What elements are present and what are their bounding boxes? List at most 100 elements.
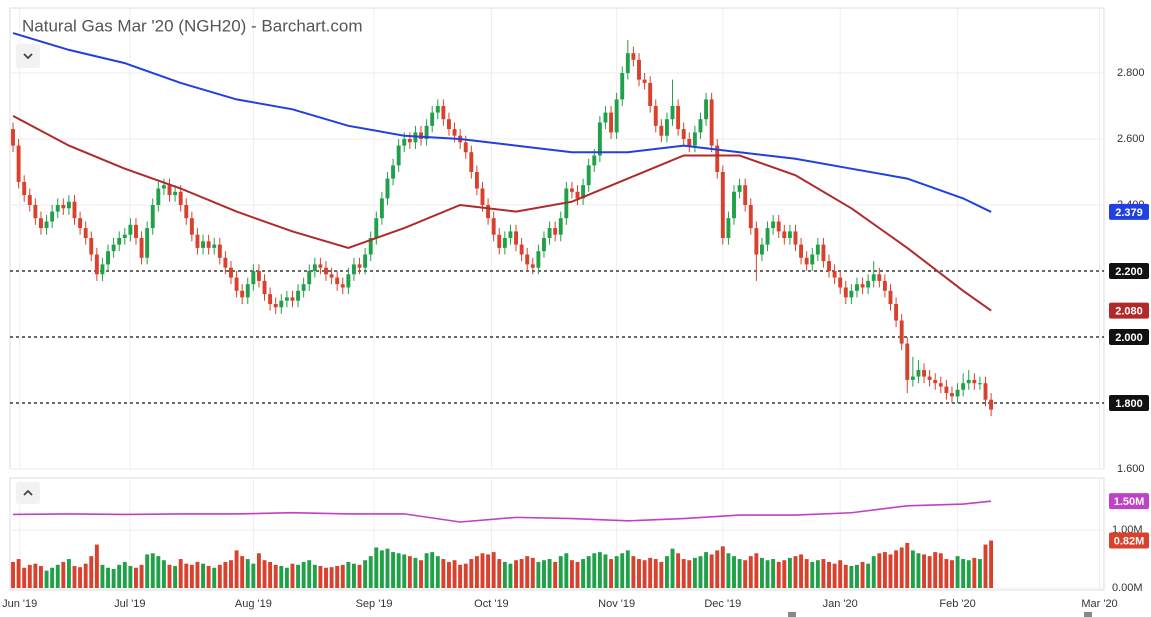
volume-bar <box>229 560 233 588</box>
candle <box>50 205 55 229</box>
candle <box>659 119 664 143</box>
badge-label: 2.200 <box>1115 266 1143 278</box>
candle-body <box>480 188 485 205</box>
candle <box>374 211 379 245</box>
candle <box>44 214 49 235</box>
candle <box>94 247 99 281</box>
volume-bar <box>128 566 133 588</box>
volume-bar <box>385 548 390 588</box>
volume-bar <box>206 566 211 588</box>
volume-bar <box>866 563 871 588</box>
candle <box>782 224 787 245</box>
expand-button[interactable] <box>16 482 40 504</box>
candle-body <box>709 99 714 146</box>
volume-bar <box>463 563 468 588</box>
candle-body <box>379 198 384 219</box>
candle <box>178 185 183 212</box>
candle-body <box>569 188 574 192</box>
candle-body <box>33 205 38 219</box>
candle-body <box>435 106 440 113</box>
volume-bar <box>832 563 837 588</box>
price-badge: 2.200 <box>1109 263 1149 279</box>
candle <box>117 231 122 252</box>
volume-bar <box>681 559 686 588</box>
candle-body <box>312 264 317 271</box>
volume-bar <box>961 559 966 588</box>
volume-bar <box>346 561 351 588</box>
volume-bar <box>603 554 608 588</box>
volume-bar <box>340 564 345 588</box>
volume-bar <box>374 547 379 588</box>
candle <box>754 221 759 281</box>
volume-bar <box>407 556 412 588</box>
volume-bar <box>676 553 681 588</box>
candle-body <box>22 181 27 196</box>
candle-body <box>385 178 390 199</box>
candle-body <box>832 271 837 278</box>
volume-bar <box>391 552 396 588</box>
candle <box>927 370 932 387</box>
candle <box>39 211 43 235</box>
candle-body <box>743 185 748 205</box>
candle <box>720 165 725 245</box>
candle <box>620 66 625 106</box>
candle <box>284 290 289 308</box>
candle <box>944 379 949 400</box>
x-tick-label: Oct '19 <box>474 598 509 610</box>
candle-body <box>173 191 178 196</box>
volume-bar <box>592 553 597 588</box>
volume-bar <box>977 559 982 588</box>
volume-bar <box>827 561 831 588</box>
candle-body <box>664 119 669 136</box>
candle-body <box>128 224 133 235</box>
volume-bar <box>156 556 161 588</box>
candle-body <box>447 119 451 130</box>
candle-body <box>16 145 21 182</box>
candle <box>134 218 138 245</box>
volume-bar <box>100 564 105 588</box>
candle <box>139 231 144 265</box>
candle <box>335 271 340 291</box>
candle-body <box>905 343 910 380</box>
price-badge: 0.82M <box>1109 532 1149 549</box>
volume-bar <box>419 560 423 588</box>
candle <box>201 234 206 255</box>
chart-title: Natural Gas Mar '20 (NGH20) - Barchart.c… <box>22 16 363 35</box>
candle-body <box>514 231 518 245</box>
volume-bar <box>78 567 83 588</box>
volume-bar <box>804 559 809 588</box>
candle-body <box>597 122 602 156</box>
candle <box>497 228 502 255</box>
candle <box>799 238 804 265</box>
candle <box>486 198 491 225</box>
candle-body <box>139 238 144 258</box>
candle <box>692 125 697 153</box>
candle-body <box>374 218 379 238</box>
candle <box>832 264 837 285</box>
candle-body <box>89 238 94 255</box>
volume-bar <box>737 559 742 588</box>
candle <box>391 158 396 186</box>
collapse-button[interactable] <box>16 44 40 68</box>
candle <box>212 238 217 255</box>
volume-bar <box>44 570 49 588</box>
volume-bar <box>329 567 334 588</box>
volume-bar <box>301 561 306 588</box>
candle <box>821 238 826 268</box>
volume-bar <box>117 564 122 588</box>
candle <box>916 360 921 384</box>
candle <box>670 79 675 126</box>
volume-bar <box>284 567 289 588</box>
candle <box>78 211 83 235</box>
volume-bar <box>625 550 630 588</box>
candle <box>273 297 278 314</box>
candle-body <box>815 244 820 255</box>
x-tick-label: Feb '20 <box>939 598 975 610</box>
candle-body <box>765 228 770 245</box>
candle-body <box>351 264 356 275</box>
candle <box>855 277 859 298</box>
candle <box>871 261 876 288</box>
volume-bar <box>312 564 317 588</box>
grid <box>10 8 1104 589</box>
volume-bar <box>810 561 815 588</box>
